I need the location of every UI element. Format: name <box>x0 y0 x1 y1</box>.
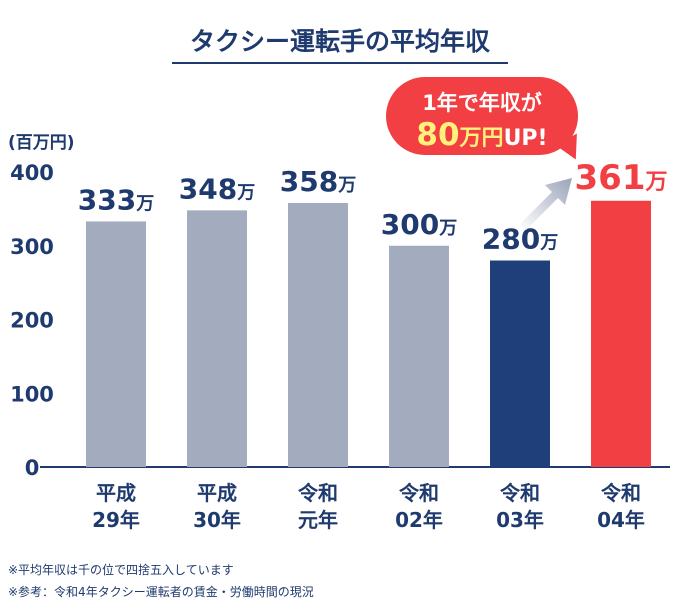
x-tick-label: 令和 <box>601 481 641 505</box>
y-tick-label: 100 <box>10 382 54 406</box>
x-tick-label: 30年 <box>193 508 241 532</box>
data-label: 333万 <box>78 183 154 216</box>
callout-suffix: UP! <box>503 126 548 151</box>
callout-number: 80 <box>416 117 460 153</box>
x-tick-label: 平成 <box>197 481 237 505</box>
increase-callout: 1年で年収が 80万円UP! <box>386 77 578 155</box>
data-label: 348万 <box>179 172 255 205</box>
footnote-rounding: ※平均年収は千の位で四捨五入しています <box>8 563 234 577</box>
bar <box>389 245 449 467</box>
x-tick-label: 令和 <box>298 481 338 505</box>
y-tick-label: 400 <box>10 161 54 185</box>
y-tick-label: 0 <box>25 456 40 480</box>
y-tick-label: 200 <box>10 309 54 333</box>
increase-arrow-icon <box>520 178 572 230</box>
x-tick-label: 平成 <box>96 481 136 505</box>
title-underline <box>172 62 508 64</box>
x-tick-label: 02年 <box>395 508 443 532</box>
bar <box>86 221 146 467</box>
footnote-source: ※参考：令和4年タクシー運転者の賃金・労働時間の現況 <box>8 585 314 599</box>
callout-line1: 1年で年収が <box>422 91 542 115</box>
chart-title: タクシー運転手の平均年収 <box>189 27 490 56</box>
bar <box>591 200 651 467</box>
y-tick-label: 300 <box>10 235 54 259</box>
x-tick-label: 04年 <box>597 508 645 532</box>
data-label: 358万 <box>280 165 356 198</box>
y-axis-unit: (百万円) <box>8 133 75 153</box>
data-label: 361万 <box>575 158 668 198</box>
data-label: 280万 <box>482 223 558 256</box>
x-tick-label: 令和 <box>399 481 439 505</box>
callout-unit: 万円 <box>459 126 504 151</box>
data-label: 300万 <box>381 208 457 241</box>
x-tick-label: 令和 <box>500 481 540 505</box>
bar <box>490 260 550 467</box>
x-tick-label: 29年 <box>92 508 140 532</box>
x-tick-label: 03年 <box>496 508 544 532</box>
x-tick-label: 元年 <box>298 508 338 532</box>
bar <box>288 202 348 467</box>
bar <box>187 210 247 467</box>
